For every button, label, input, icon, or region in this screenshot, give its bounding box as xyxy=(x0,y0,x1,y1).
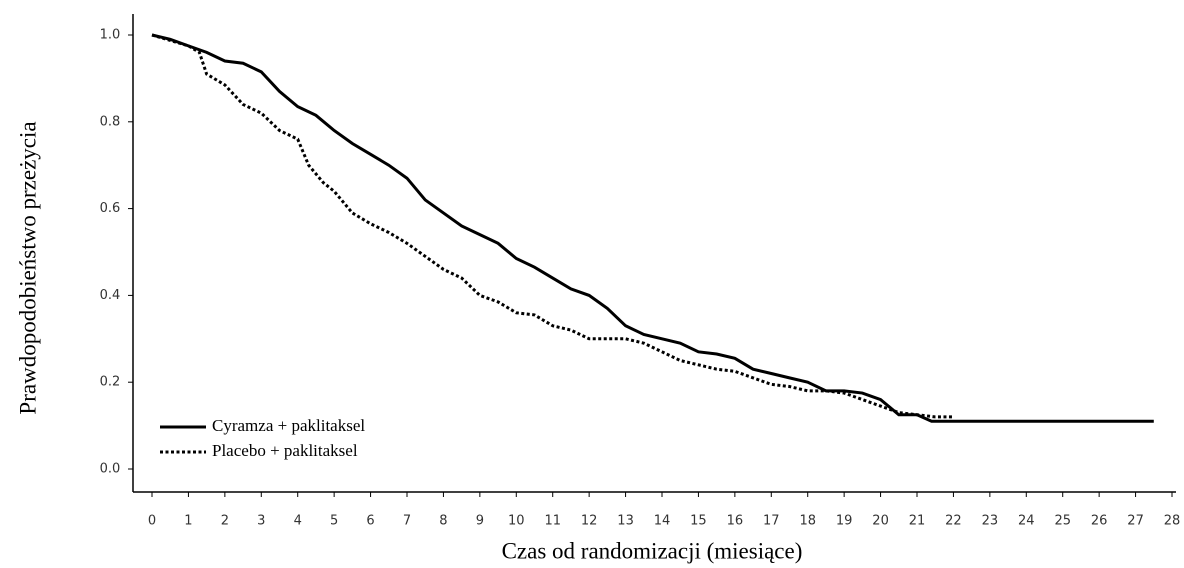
x-tick-label: 9 xyxy=(476,514,484,529)
y-tick-label: 1.0 xyxy=(100,28,121,43)
x-tick-label: 11 xyxy=(544,514,561,529)
x-tick-label: 8 xyxy=(439,514,447,529)
x-tick-label: 2 xyxy=(221,514,229,529)
x-tick-label: 16 xyxy=(727,514,744,529)
y-tick-label: 0.0 xyxy=(100,462,121,477)
x-tick-label: 13 xyxy=(617,514,634,529)
y-tick-label: 0.2 xyxy=(100,375,121,390)
x-tick-label: 15 xyxy=(690,514,707,529)
y-tick-label: 0.6 xyxy=(100,201,121,216)
x-tick-label: 24 xyxy=(1018,514,1035,529)
x-tick-label: 25 xyxy=(1054,514,1071,529)
survival-curve xyxy=(151,33,954,419)
y-axis-label: Prawdopodobieństwo przeżycia xyxy=(15,121,40,414)
x-tick-label: 20 xyxy=(872,514,889,529)
x-tick-label: 22 xyxy=(945,514,962,529)
x-axis-label: Czas od randomizacji (miesiące) xyxy=(502,538,803,563)
survival-curve xyxy=(151,33,1154,423)
x-tick-label: 18 xyxy=(799,514,816,529)
x-tick-label: 28 xyxy=(1164,514,1181,529)
x-tick-label: 14 xyxy=(654,514,671,529)
x-tick-label: 27 xyxy=(1127,514,1144,529)
x-tick-label: 3 xyxy=(257,514,265,529)
x-tick-label: 7 xyxy=(403,514,411,529)
y-tick-label: 0.4 xyxy=(100,288,121,303)
x-tick-label: 12 xyxy=(581,514,598,529)
x-tick-label: 21 xyxy=(909,514,926,529)
x-tick-label: 23 xyxy=(982,514,999,529)
x-tick-label: 0 xyxy=(148,514,156,529)
x-tick-label: 17 xyxy=(763,514,780,529)
x-tick-label: 5 xyxy=(330,514,338,529)
y-tick-label: 0.8 xyxy=(100,114,121,129)
x-tick-label: 26 xyxy=(1091,514,1108,529)
x-tick-label: 6 xyxy=(366,514,374,529)
x-tick-label: 1 xyxy=(184,514,192,529)
x-tick-label: 19 xyxy=(836,514,853,529)
legend-label: Cyramza + paklitaksel xyxy=(212,416,365,435)
legend-label: Placebo + paklitaksel xyxy=(212,441,358,460)
x-tick-label: 10 xyxy=(508,514,525,529)
x-tick-label: 4 xyxy=(294,514,302,529)
